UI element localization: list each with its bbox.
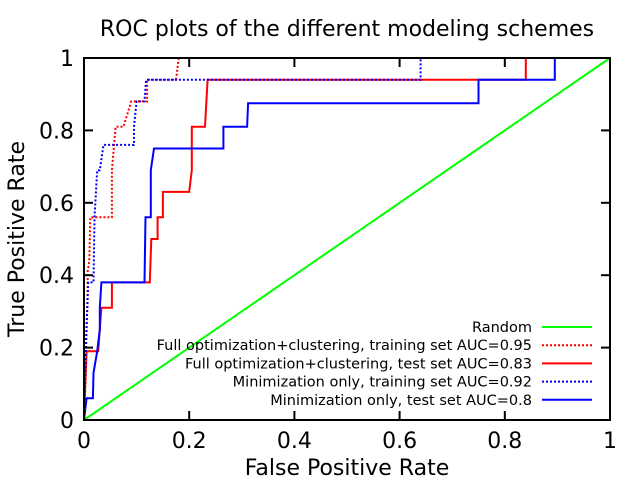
- legend-label-4: Minimization only, training set AUC=0.92: [233, 375, 532, 391]
- series-line-1: [84, 57, 610, 421]
- x-tick-label: 0.8: [487, 429, 522, 454]
- x-axis-label: False Positive Rate: [245, 456, 449, 480]
- y-tick-label: 0.2: [39, 337, 74, 362]
- legend: Random Full optimization+clustering, trai…: [157, 320, 592, 409]
- legend-label-2: Full optimization+clustering, training s…: [157, 338, 532, 354]
- y-tick-label: 0.4: [39, 264, 74, 289]
- x-tick-label: 0.6: [382, 429, 417, 454]
- legend-label-3: Full optimization+clustering, test set A…: [185, 356, 532, 372]
- plot-frame: [83, 57, 611, 421]
- x-tick-label: 0: [77, 429, 91, 454]
- x-tick-label: 1: [603, 429, 617, 454]
- legend-label-5: Minimization only, test set AUC=0.8: [270, 393, 532, 409]
- legend-label-1: Random: [472, 320, 532, 336]
- series-line-5: [84, 58, 556, 421]
- series-line-2: [84, 57, 190, 421]
- x-tick-label: 0.2: [172, 429, 207, 454]
- y-tick-label: 0.8: [39, 119, 74, 144]
- series-line-4: [84, 57, 558, 421]
- y-tick-label: 0.6: [39, 192, 74, 217]
- y-tick-label: 0: [60, 409, 74, 434]
- chart-title: ROC plots of the different modeling sche…: [100, 17, 594, 42]
- series-line-3: [84, 57, 558, 421]
- y-axis-label: True Positive Rate: [5, 141, 30, 338]
- plot-area: 0 0.2 0.4 0.6 0.8 1 0 0.2 0.4 0.6 0.8 1: [39, 47, 617, 454]
- x-tick-label: 0.4: [277, 429, 312, 454]
- y-tick-label: 1: [60, 47, 74, 72]
